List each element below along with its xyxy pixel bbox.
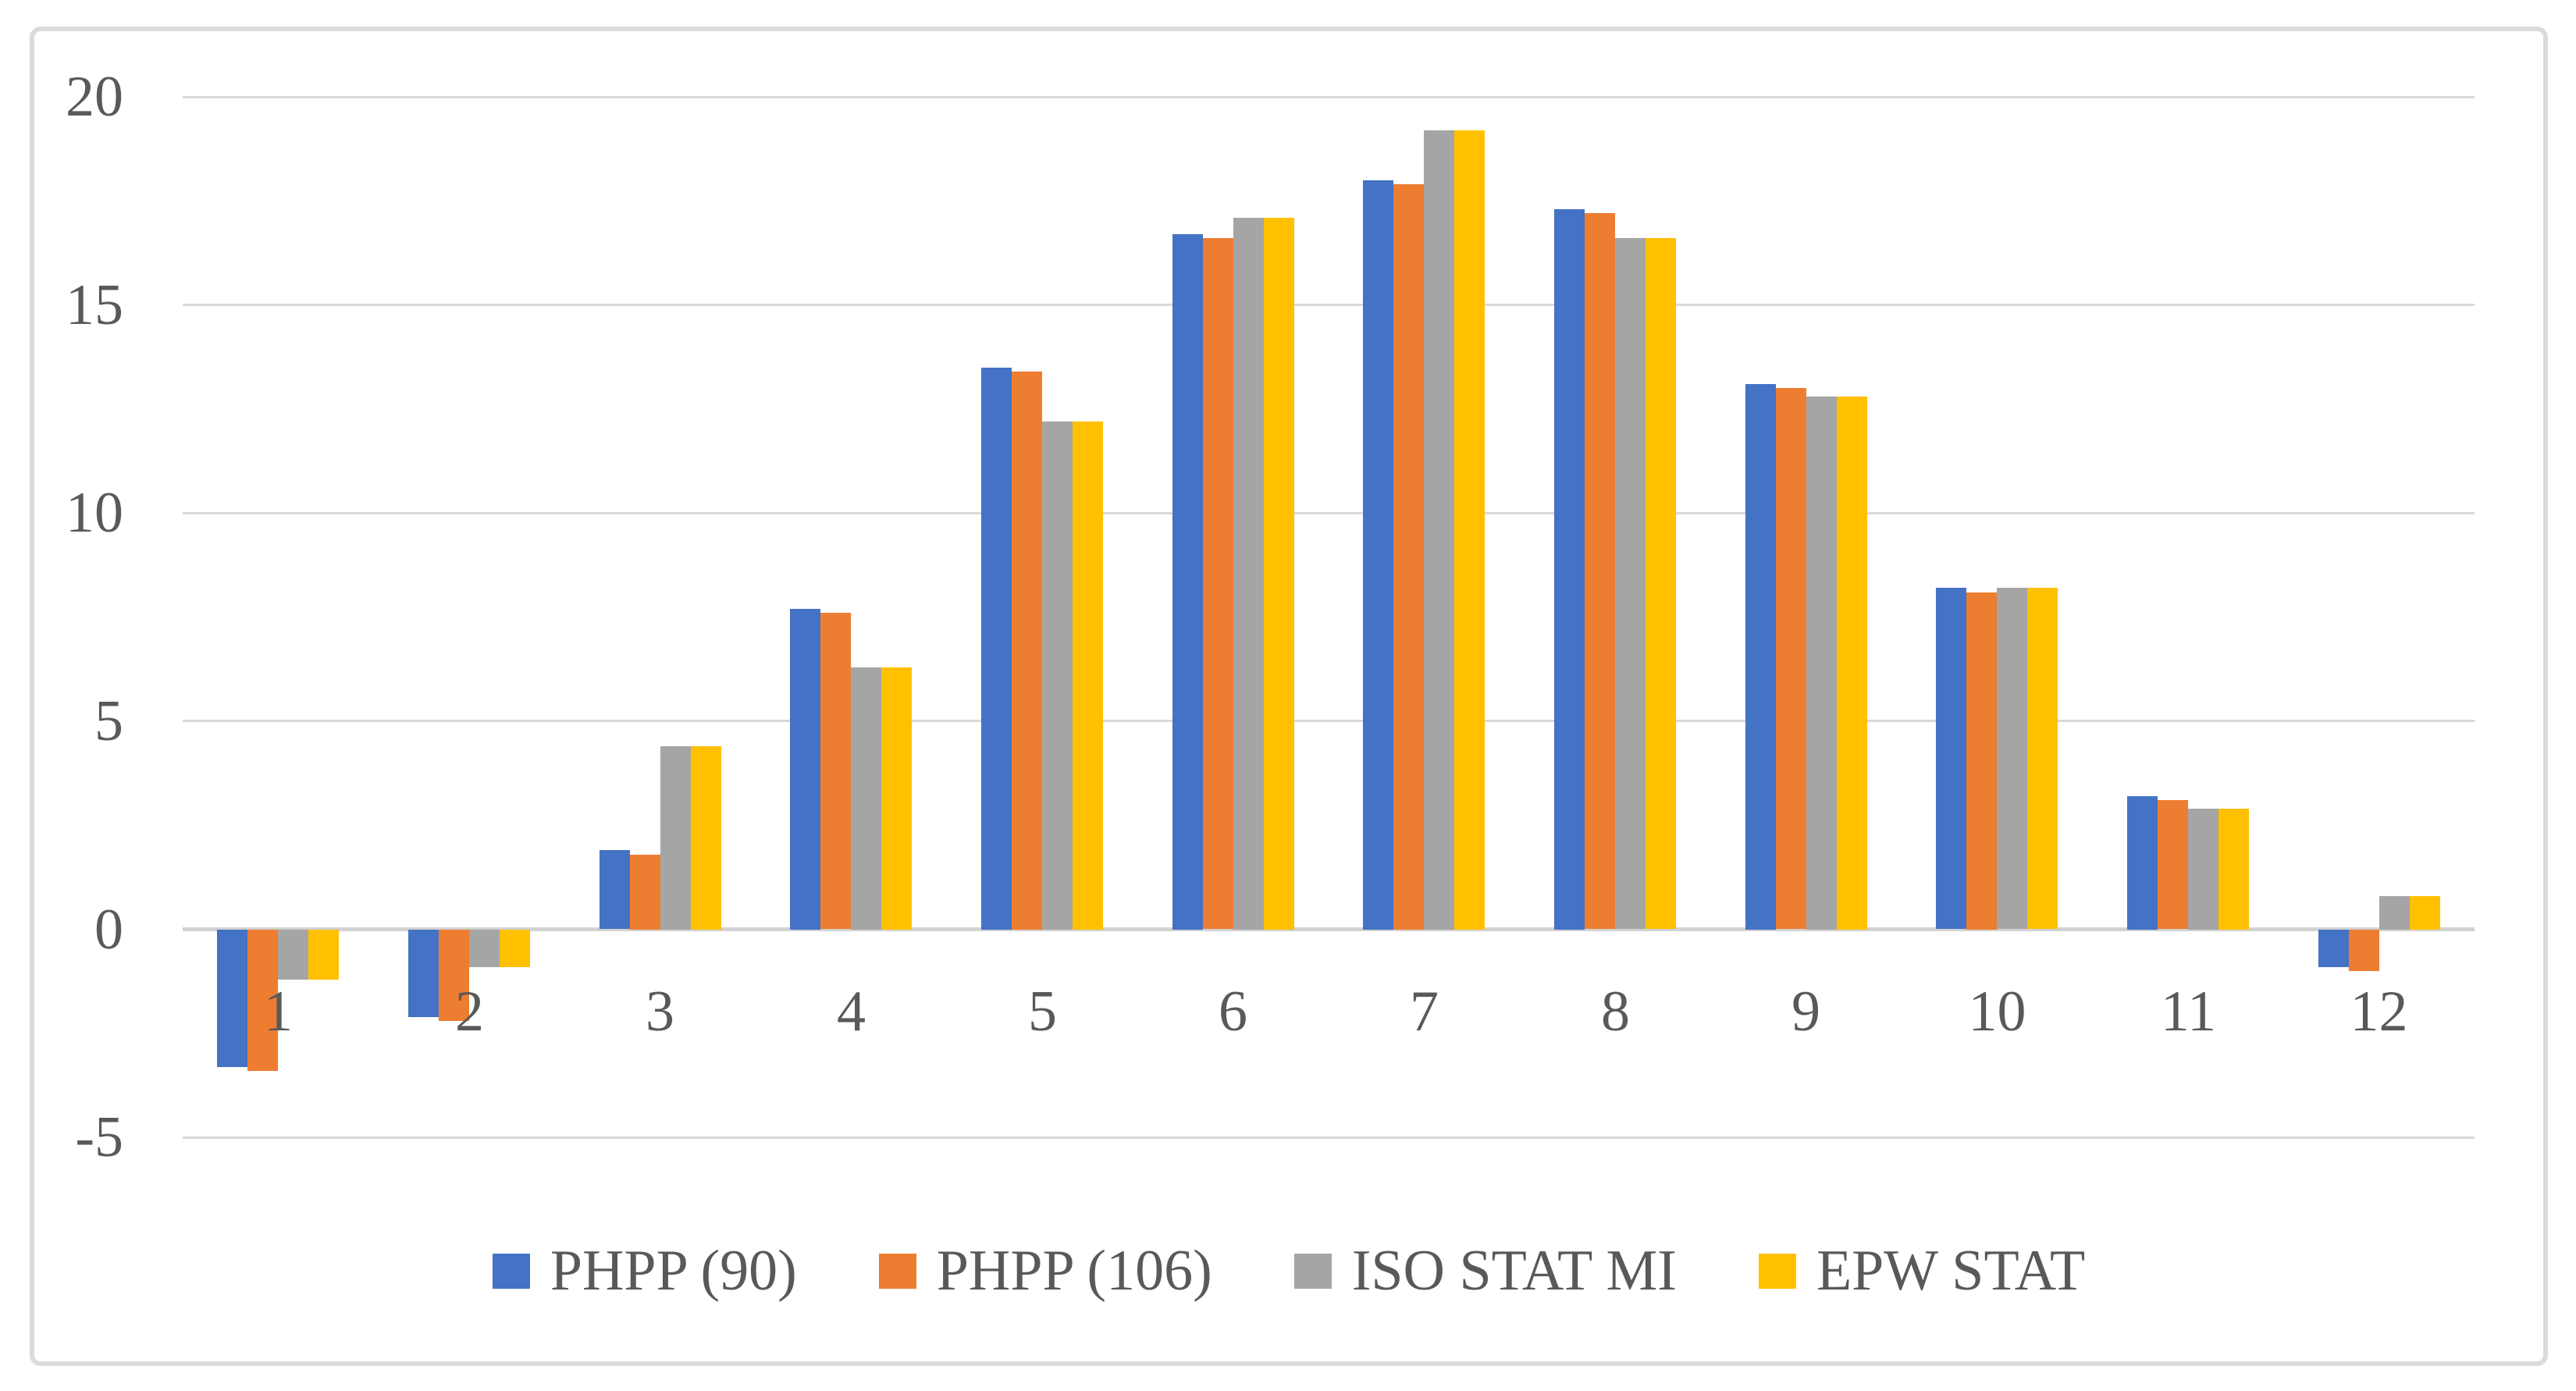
bar-iso-stat-mi-month-6 xyxy=(1233,218,1264,930)
y-axis-tick-label: 20 xyxy=(66,65,123,129)
bar-phpp-90-month-3 xyxy=(600,850,630,929)
y-axis-tick-label: 10 xyxy=(66,481,123,545)
x-axis-category-label: 6 xyxy=(1219,980,1247,1044)
gridline-10 xyxy=(183,512,2475,514)
bar-phpp-106-month-12 xyxy=(2349,930,2379,971)
legend-label: PHPP (90) xyxy=(550,1239,797,1303)
bar-phpp-90-month-11 xyxy=(2127,796,2158,930)
x-axis-category-label: 7 xyxy=(1410,980,1439,1044)
bar-phpp-106-month-8 xyxy=(1585,213,1615,929)
legend-label: ISO STAT MI xyxy=(1351,1239,1677,1303)
y-axis-tick-label: 5 xyxy=(94,689,123,753)
bar-epw-stat-month-12 xyxy=(2410,896,2440,930)
bar-phpp-90-month-9 xyxy=(1745,384,1776,930)
bar-phpp-106-month-11 xyxy=(2158,800,2188,929)
bar-iso-stat-mi-month-1 xyxy=(278,930,308,980)
bar-phpp-106-month-10 xyxy=(1966,592,1997,930)
bar-epw-stat-month-5 xyxy=(1073,422,1103,930)
bar-iso-stat-mi-month-9 xyxy=(1806,397,1837,930)
bar-phpp-90-month-1 xyxy=(217,930,247,1067)
bar-phpp-90-month-12 xyxy=(2318,930,2349,967)
bar-iso-stat-mi-month-12 xyxy=(2379,896,2410,930)
bar-epw-stat-month-7 xyxy=(1454,130,1485,930)
legend-label: PHPP (106) xyxy=(936,1239,1212,1303)
gridline-5 xyxy=(183,720,2475,722)
legend-swatch-icon xyxy=(492,1253,530,1289)
legend-swatch-icon xyxy=(878,1253,916,1289)
bar-iso-stat-mi-month-7 xyxy=(1424,130,1454,930)
zero-axis-line xyxy=(183,927,2475,931)
legend-label: EPW STAT xyxy=(1816,1239,2086,1303)
y-axis-tick-label: -5 xyxy=(75,1105,123,1169)
y-axis-tick-label: 15 xyxy=(66,273,123,337)
bar-epw-stat-month-2 xyxy=(500,930,530,967)
bar-phpp-106-month-1 xyxy=(247,930,278,1071)
legend-item-iso-stat-mi: ISO STAT MI xyxy=(1293,1239,1677,1303)
bar-iso-stat-mi-month-10 xyxy=(1997,588,2027,929)
bar-epw-stat-month-3 xyxy=(691,746,721,930)
legend-swatch-icon xyxy=(1293,1253,1332,1289)
bar-phpp-106-month-9 xyxy=(1776,388,1806,929)
bar-phpp-106-month-4 xyxy=(820,613,851,929)
x-axis-category-label: 9 xyxy=(1791,980,1820,1044)
gridline-15 xyxy=(183,304,2475,306)
bar-iso-stat-mi-month-5 xyxy=(1042,422,1073,930)
bar-phpp-106-month-3 xyxy=(630,855,660,930)
x-axis-category-label: 3 xyxy=(646,980,674,1044)
bar-iso-stat-mi-month-8 xyxy=(1615,238,1646,929)
legend-item-phpp-90: PHPP (90) xyxy=(492,1239,797,1303)
bar-epw-stat-month-1 xyxy=(308,930,339,980)
x-axis-category-label: 2 xyxy=(455,980,484,1044)
legend-item-phpp-106: PHPP (106) xyxy=(878,1239,1212,1303)
bar-phpp-90-month-4 xyxy=(790,609,820,930)
bar-iso-stat-mi-month-3 xyxy=(660,746,691,930)
bar-epw-stat-month-8 xyxy=(1646,238,1676,929)
x-axis-category-label: 11 xyxy=(2160,980,2217,1044)
bar-epw-stat-month-11 xyxy=(2218,809,2249,930)
legend-item-epw-stat: EPW STAT xyxy=(1758,1239,2086,1303)
gridline--5 xyxy=(183,1137,2475,1139)
bar-phpp-90-month-7 xyxy=(1363,180,1393,930)
bar-phpp-90-month-6 xyxy=(1172,234,1203,930)
gridline-20 xyxy=(183,96,2475,98)
legend: PHPP (90) PHPP (106) ISO STAT MI EPW STAT xyxy=(30,1232,2548,1310)
bar-iso-stat-mi-month-11 xyxy=(2188,809,2218,930)
bar-epw-stat-month-9 xyxy=(1837,397,1867,930)
bar-phpp-106-month-6 xyxy=(1203,238,1233,929)
bar-phpp-106-month-5 xyxy=(1012,372,1042,930)
bar-iso-stat-mi-month-4 xyxy=(851,667,881,930)
x-axis-category-label: 4 xyxy=(837,980,866,1044)
legend-swatch-icon xyxy=(1758,1253,1796,1289)
bar-iso-stat-mi-month-2 xyxy=(469,930,500,967)
bar-phpp-90-month-2 xyxy=(408,930,439,1017)
bar-phpp-90-month-10 xyxy=(1936,588,1966,929)
x-axis-category-label: 8 xyxy=(1601,980,1630,1044)
bar-epw-stat-month-10 xyxy=(2027,588,2058,929)
bar-phpp-90-month-8 xyxy=(1554,209,1585,930)
x-axis-category-label: 10 xyxy=(1968,980,2026,1044)
y-axis-tick-label: 0 xyxy=(94,898,123,962)
bar-phpp-106-month-2 xyxy=(439,930,469,1021)
bar-epw-stat-month-6 xyxy=(1264,218,1294,930)
bar-epw-stat-month-4 xyxy=(881,667,912,930)
x-axis-category-label: 5 xyxy=(1028,980,1057,1044)
bar-phpp-106-month-7 xyxy=(1393,184,1424,930)
bar-phpp-90-month-5 xyxy=(981,368,1012,930)
x-axis-category-label: 12 xyxy=(2350,980,2408,1044)
x-axis-category-label: 1 xyxy=(264,980,293,1044)
